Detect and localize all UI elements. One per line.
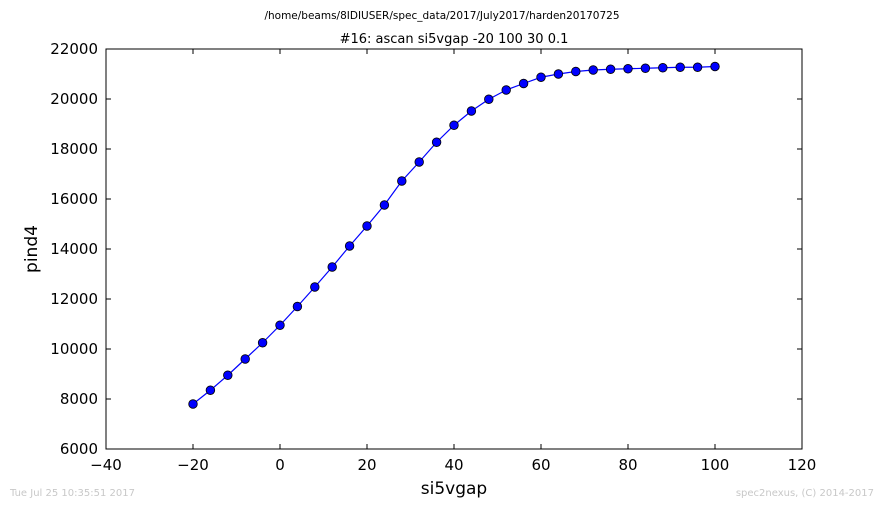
data-point [692,62,703,72]
footer-timestamp: Tue Jul 25 10:35:51 2017 [10,488,135,499]
y-tick-label: 22000 [50,40,98,58]
data-point [553,69,564,79]
data-point [344,241,355,251]
data-point [675,62,685,72]
data-point [449,120,459,130]
data-point [484,94,494,104]
x-tick-label: 40 [444,456,463,474]
data-point [501,85,511,95]
data-point [379,200,390,210]
data-point [518,78,529,89]
y-axis-label: pind4 [22,225,42,273]
data-point [310,282,320,292]
y-tick-label: 18000 [50,140,98,158]
data-point [623,64,633,74]
y-tick-label: 6000 [60,440,98,458]
data-point [605,64,616,74]
chart-suptitle: /home/beams/8IDIUSER/spec_data/2017/July… [264,10,619,22]
data-point [257,338,268,348]
x-axis-label: si5vgap [421,479,487,499]
data-point [275,320,285,330]
data-point [327,262,337,272]
x-tick-label: 100 [701,456,730,474]
series-line [192,65,716,405]
data-point [362,221,372,231]
data-point [414,157,424,167]
data-point [571,66,581,77]
data-point [536,72,546,82]
data-point [658,63,668,73]
data-point [431,137,442,147]
data-point [205,385,216,395]
data-point [640,63,651,73]
footer-credit: spec2nexus, (C) 2014-2017 [735,488,874,499]
data-point [188,399,198,409]
y-tick-label: 20000 [50,90,98,108]
data-point [710,61,720,72]
data-point [240,354,250,364]
x-tick-label: 0 [275,456,285,474]
y-tick-label: 8000 [60,390,98,408]
x-tick-label: −20 [177,456,209,474]
x-tick-label: −40 [90,456,122,474]
axis-ticks: −40 −20 0 20 40 60 80 100 120 6000 8000 10000 12000 1… [50,40,816,474]
y-tick-label: 12000 [50,290,98,308]
x-tick-label: 120 [788,456,817,474]
x-tick-label: 60 [531,456,550,474]
plot-content [188,61,720,409]
y-tick-label: 16000 [50,190,98,208]
x-tick-label: 20 [357,456,376,474]
x-tick-label: 80 [618,456,637,474]
chart-title: #16: ascan si5vgap -20 100 30 0.1 [340,32,569,47]
data-point [292,301,303,312]
data-point [466,106,477,116]
data-point [397,176,407,186]
data-point [588,65,598,75]
y-tick-label: 14000 [50,240,98,258]
data-point [223,370,233,380]
y-tick-label: 10000 [50,340,98,358]
